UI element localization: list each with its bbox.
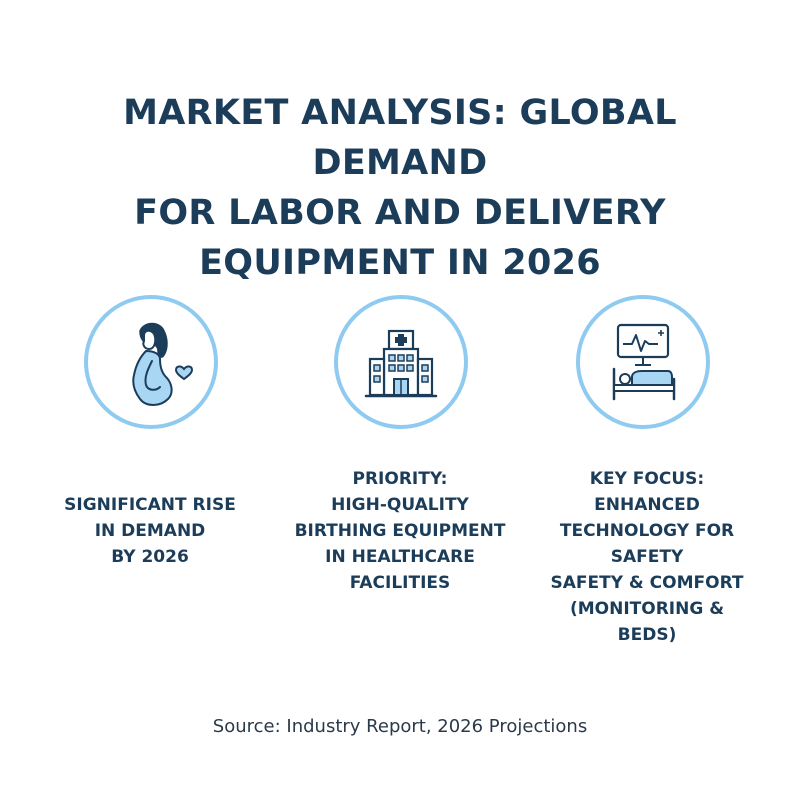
caption-line: IN HEALTHCARE [325,547,475,567]
hospital-icon-circle [334,295,468,429]
caption-line: HIGH-QUALITY [331,495,469,515]
caption-line: TECHNOLOGY FOR SAFETY [559,521,735,567]
caption-line: SIGNIFICANT RISE [64,495,236,515]
monitor-and-bed-icon [612,323,676,401]
page-title: MARKET ANALYSIS: GLOBAL DEMAND FOR LABOR… [40,88,760,288]
caption-line: (MONITORING & [569,599,725,619]
caption-demand-rise: SIGNIFICANT RISE IN DEMAND BY 2026 [30,492,270,570]
caption-line: IN DEMAND [94,521,206,541]
caption-key-focus: KEY FOCUS: ENHANCED TECHNOLOGY FOR SAFET… [522,466,772,648]
pregnant-woman-icon [132,322,194,406]
source-note: Source: Industry Report, 2026 Projection… [212,716,588,737]
caption-line: PRIORITY: [352,469,448,489]
hospital-icon [364,329,438,398]
monitor-icon-circle [576,295,710,429]
caption-line: KEY FOCUS: [589,469,705,489]
title-line-1: MARKET ANALYSIS: GLOBAL DEMAND [123,93,677,183]
pregnancy-icon-circle [84,295,218,429]
caption-line: BIRTHING EQUIPMENT [294,521,506,541]
caption-line: FACILITIES [349,573,451,593]
caption-line: ENHANCED [594,495,700,515]
title-line-3: EQUIPMENT IN 2026 [199,243,601,283]
title-line-2: FOR LABOR AND DELIVERY [134,193,666,233]
caption-line: BEDS) [617,625,677,645]
caption-priority: PRIORITY: HIGH-QUALITY BIRTHING EQUIPMEN… [280,466,520,596]
caption-line: SAFETY & COMFORT [550,573,744,593]
caption-line: BY 2026 [111,547,189,567]
